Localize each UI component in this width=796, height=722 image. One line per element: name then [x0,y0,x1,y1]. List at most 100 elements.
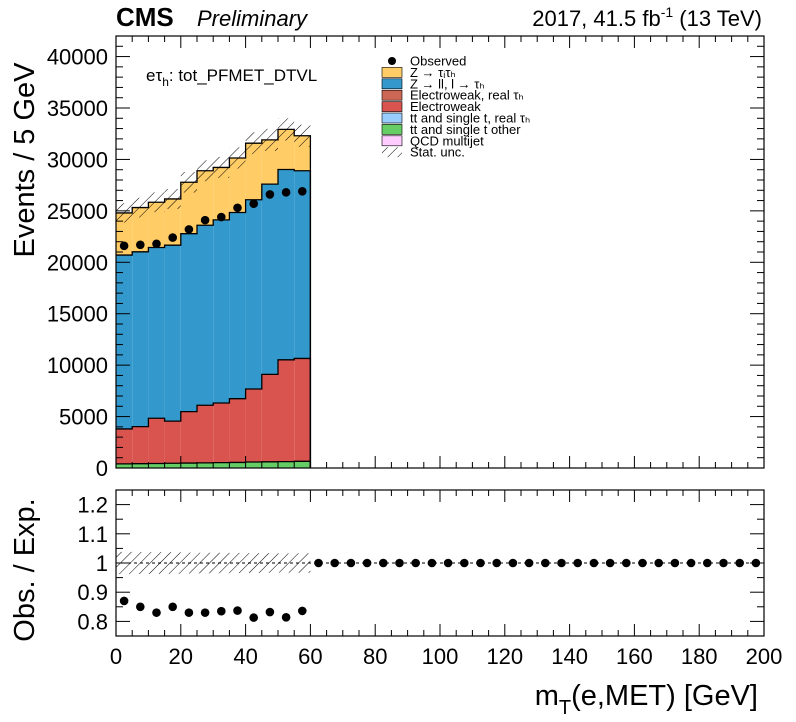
bar-tt_other-7 [229,462,246,468]
x-tick-label: 120 [486,644,523,669]
ratio-point-7 [233,606,242,615]
cms-label: CMS [116,2,174,32]
ratio-point-16 [379,558,388,568]
ratio-point-8 [249,613,258,622]
outline-zll [116,168,312,468]
ratio-point-25 [524,558,534,568]
bar-zll-3 [164,245,181,422]
bar-ztt-2 [148,202,165,248]
ratio-band-5 [197,552,214,574]
legend-swatch-zll [381,78,403,90]
y-tick-label: 35000 [47,96,108,121]
bar-tt_other-2 [148,463,165,468]
bar-tt_other-1 [132,463,149,468]
bar-tt_other-5 [197,462,214,468]
y-tick-label: 30000 [47,147,108,172]
ratio-point-0 [119,596,129,606]
bar-tt_other-11 [294,461,311,468]
ratio-point-2 [152,608,161,617]
ratio-point-38 [735,558,744,568]
bottom-y-ticks: 0.8 0.9 1 1.1 1.2 [77,489,764,634]
observed-points [119,187,307,251]
bar-tt_other-3 [164,463,181,468]
bar-zll-7 [229,212,246,399]
observed-point-2 [152,239,161,249]
ratio-point-23 [492,558,502,568]
channel-label: eτh: tot_PFMET_DTVL [146,66,317,89]
ratio-panel: 0 20 40 60 80 100 120 140 160 180 200 0.8 0.9 1 1.1 1.… [77,489,782,669]
bottom-x-ticks: 0 20 40 60 80 100 120 140 160 180 200 [110,490,782,669]
x-tick-label: 60 [298,644,322,669]
ratio-band-8 [245,553,262,573]
ratio-point-11 [298,606,307,616]
legend-label-stat: Stat. unc. [410,145,465,160]
x-tick-label: 100 [422,644,459,669]
ratio-point-35 [686,558,696,568]
legend-swatch-ew [381,101,403,112]
legend-label-ew: Electroweak [410,99,481,114]
observed-point-0 [119,241,129,251]
x-tick-label: 40 [233,644,257,669]
bar-zll-8 [245,199,262,390]
ratio-y-tick-label: 0.8 [77,609,108,634]
ratio-point-9 [265,607,275,617]
ratio-point-12 [314,558,323,568]
ratio-point-37 [719,558,728,568]
top-y-ticks: 0 5000 10000 15000 20000 25000 30000 35000 40000 [47,35,764,481]
legend-swatch-ztt [381,67,403,78]
ratio-band-6 [213,552,230,574]
bar-ztt-7 [229,157,246,213]
legend-label-ew_real: Electroweak, real τₕ [410,88,524,103]
x-tick-label: 0 [110,644,122,669]
x-axis-title: mT(e,MET) [GeV] [535,680,758,719]
ratio-point-6 [217,606,226,616]
bar-zll-5 [197,225,214,406]
stat-uncertainty-band [116,118,311,223]
legend-swatch-tt_other [381,124,403,135]
ratio-point-24 [508,558,518,568]
bar-ew-7 [229,398,246,463]
top-x-ticks [115,36,765,468]
legend-swatch-stat [382,147,402,158]
ratio-point-3 [168,602,177,612]
ratio-y-tick-label: 1.1 [77,522,108,547]
bar-zll-9 [261,184,278,375]
observed-point-6 [217,212,226,222]
bar-ew-0 [116,428,133,464]
bar-zll-4 [180,233,197,412]
preliminary-label: Preliminary [197,6,309,31]
ratio-point-10 [281,613,291,622]
ratio-point-26 [541,558,550,568]
y-axis-title-top: Events / 5 GeV [9,62,41,258]
observed-point-7 [233,203,242,213]
ratio-point-14 [346,558,356,568]
y-tick-label: 10000 [47,353,108,378]
ratio-point-21 [460,558,469,568]
legend-swatch-tt_real [381,112,403,124]
ratio-point-33 [654,558,663,568]
ratio-point-18 [411,558,421,568]
ratio-point-29 [589,558,599,568]
y-tick-label: 15000 [47,302,108,327]
ratio-point-13 [330,558,340,568]
y-tick-label: 5000 [59,405,108,430]
ratio-point-31 [622,558,631,568]
ratio-point-1 [136,602,145,612]
legend-label-qcd: QCD multijet [410,133,484,148]
ratio-band-2 [148,552,165,574]
outline-ztt [116,128,312,468]
ratio-point-22 [476,558,485,568]
observed-point-11 [298,187,307,196]
luminosity-label: 2017, 41.5 fb-1 (13 TeV) [532,4,762,31]
legend-label-tt_other: tt and single t other [410,122,521,137]
ratio-point-32 [638,558,647,568]
bar-ew-11 [294,358,311,462]
legend-label-observed: Observed [410,54,466,69]
bar-tt_other-9 [261,461,278,468]
bar-ztt-1 [132,207,149,252]
bar-zll-6 [213,219,230,403]
ratio-point-17 [395,558,404,568]
bar-ztt-9 [261,139,278,185]
bar-ew-5 [197,405,214,463]
legend-swatch-ew_real [381,89,403,101]
